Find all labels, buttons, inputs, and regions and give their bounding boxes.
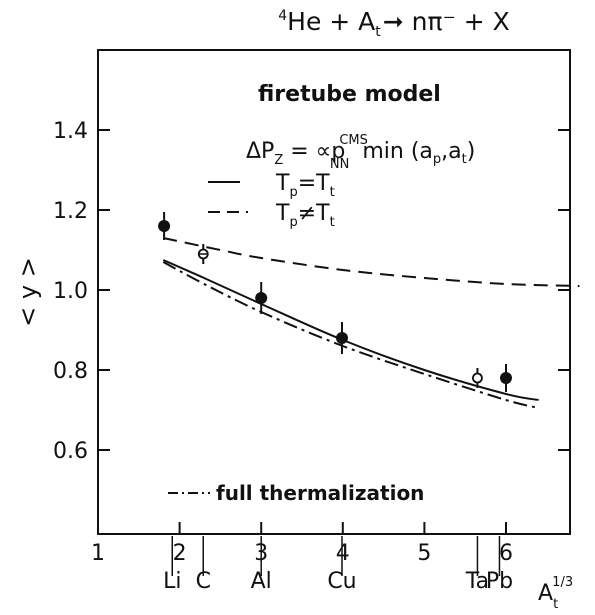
model-label: firetube model xyxy=(258,82,441,107)
legend: Tp=Tt Tp≠Tt full thermalization xyxy=(168,171,424,505)
legend-solid-label: Tp=Tt xyxy=(275,171,335,200)
data-point-2 xyxy=(255,292,268,304)
x-tick-label: 5 xyxy=(417,541,431,566)
nucleus-label-c: C xyxy=(196,569,211,594)
model-curves xyxy=(162,237,580,409)
y-axis-label: < y > xyxy=(14,257,42,327)
legend-dashed-label: Tp≠Tt xyxy=(275,201,335,230)
data-point-0 xyxy=(158,220,171,232)
x-tick-label: 1 xyxy=(91,541,105,566)
nucleus-label-li: Li xyxy=(163,569,181,594)
x-tick-label: 4 xyxy=(336,541,350,566)
curve-dashed xyxy=(163,237,580,287)
nucleus-label-cu: Cu xyxy=(327,569,356,594)
nucleus-label-pb: Pb xyxy=(486,569,513,594)
y-tick-label: 1.2 xyxy=(53,199,88,224)
x-tick-label: 6 xyxy=(499,541,513,566)
nucleus-label-ta: Ta xyxy=(465,569,489,594)
chart-title: 4He + At➞ nπ⁻ + X xyxy=(278,7,510,40)
x-axis-label: At1/3 xyxy=(538,575,573,612)
formula-annotation: ΔPZ = ∝pCMS NN min (ap,at) xyxy=(246,133,475,172)
y-tick-label: 1.4 xyxy=(53,119,88,144)
data-point-5 xyxy=(500,372,512,384)
y-tick-labels: 0.6 0.8 1.0 1.2 1.4 xyxy=(53,119,88,464)
legend-dashdot-label: full thermalization xyxy=(216,481,424,505)
y-tick-label: 1.0 xyxy=(53,279,88,304)
data-points xyxy=(158,212,512,392)
y-tick-label: 0.6 xyxy=(53,439,88,464)
y-tick-label: 0.8 xyxy=(53,359,88,384)
curve-dashdot xyxy=(162,261,539,409)
title-arrow: ➞ xyxy=(383,7,404,36)
data-point-4 xyxy=(472,372,483,384)
nucleus-label-al: Al xyxy=(251,569,272,594)
data-point-3 xyxy=(335,332,348,344)
x-tick-label: 2 xyxy=(173,541,187,566)
axis-ticks xyxy=(97,129,570,534)
plot-frame xyxy=(97,49,571,535)
